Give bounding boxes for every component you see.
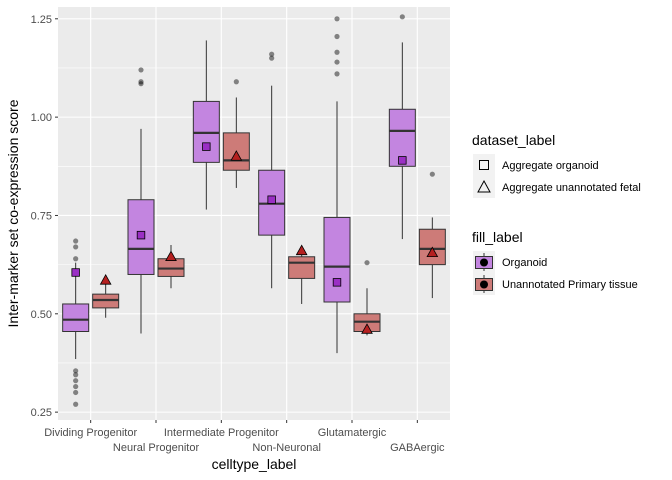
legend-key-point-icon	[480, 280, 488, 289]
legend-label-aggregate-organoid: Aggregate organoid	[502, 160, 599, 172]
legend-key-bg	[473, 176, 495, 198]
x-tick-label: Neural Progenitor	[113, 442, 200, 454]
outlier-point	[399, 14, 405, 20]
y-tick-label: 1.25	[31, 14, 52, 26]
outlier-point	[334, 71, 340, 77]
aggregate-triangle-marker	[230, 150, 243, 161]
outlier-point	[138, 81, 144, 87]
outlier-point	[73, 389, 79, 396]
legend-title-fill-label: fill_label	[472, 229, 523, 245]
aggregate-triangle-marker	[361, 323, 373, 334]
legend-fill-label: fill_label Organoid Unannotated Primary …	[472, 229, 638, 295]
outlier-point	[73, 372, 79, 378]
axes: 0.25 0.50 0.75 1.00 1.25 Dividing Progenitor N…	[31, 14, 445, 454]
x-tick-label: Glutamatergic	[318, 427, 387, 439]
legend-dataset-label: dataset_label Aggregate organoid Aggrega…	[472, 132, 641, 198]
outlier-point	[334, 16, 340, 22]
legend-key-point-icon	[480, 258, 488, 267]
outlier-point	[73, 383, 79, 390]
aggregate-triangle-marker	[99, 274, 112, 285]
box	[288, 256, 316, 279]
box-group	[388, 14, 416, 240]
outlier-point	[73, 256, 79, 262]
box-group	[323, 16, 351, 354]
box	[62, 303, 90, 333]
plot-panel	[58, 7, 450, 420]
aggregate-triangle-marker	[426, 246, 439, 258]
aggregate-square-marker	[136, 230, 146, 240]
aggregate-triangle-marker	[165, 250, 177, 261]
legend-label-aggregate-unannotated-fetal: Aggregate unannotated fetal	[502, 182, 641, 194]
x-tick-label: Non-Neuronal	[252, 442, 320, 454]
outlier-point	[334, 49, 340, 55]
outlier-point	[73, 238, 79, 244]
outlier-point	[364, 260, 370, 266]
outlier-point	[334, 33, 340, 40]
y-tick-label: 0.50	[31, 309, 52, 321]
legend-label-unannotated-primary-tissue: Unannotated Primary tissue	[502, 279, 638, 291]
aggregate-triangle-marker	[295, 244, 308, 256]
legend-key-triangle-icon	[477, 179, 491, 193]
legend-key-bg	[473, 154, 495, 176]
box-group	[222, 79, 250, 188]
x-tick-label: Dividing Progenitor	[44, 427, 137, 439]
aggregate-square-marker	[202, 142, 211, 151]
outlier-point	[233, 79, 239, 85]
outlier-point	[269, 55, 275, 61]
y-tick-label: 0.25	[31, 407, 52, 419]
outlier-point	[73, 244, 79, 250]
aggregate-square-marker	[332, 278, 342, 287]
aggregate-square-marker	[71, 268, 80, 277]
outlier-point	[429, 171, 435, 177]
outlier-point	[73, 401, 79, 407]
y-axis-title: Inter-marker set co-expression score	[5, 99, 21, 327]
box-group	[127, 67, 155, 334]
outlier-point	[73, 368, 79, 374]
box-group	[157, 244, 185, 289]
x-tick-label: Intermediate Progenitor	[164, 427, 279, 439]
outlier-point	[138, 67, 144, 73]
grid-lines	[58, 7, 450, 420]
box-group	[192, 40, 220, 210]
box-group	[418, 171, 446, 299]
x-tick-label: GABAergic	[390, 442, 445, 454]
outlier-point	[73, 378, 79, 384]
box	[127, 199, 155, 275]
outlier-point	[269, 51, 275, 57]
legend-label-organoid: Organoid	[502, 257, 547, 269]
box-group	[353, 260, 381, 336]
y-tick-label: 1.00	[31, 112, 52, 124]
box-group	[258, 51, 286, 289]
aggregate-square-marker	[398, 156, 407, 165]
legend-key-square-icon	[479, 160, 489, 170]
outlier-point	[138, 79, 144, 85]
box-group	[288, 244, 316, 304]
aggregate-square-marker	[267, 195, 276, 204]
outlier-point	[334, 59, 340, 65]
box-group	[92, 274, 120, 318]
x-axis-title: celltype_label	[212, 456, 297, 472]
box-marks	[62, 14, 446, 407]
legend-title-dataset-label: dataset_label	[472, 132, 555, 148]
box-group	[62, 238, 90, 407]
y-tick-label: 0.75	[31, 210, 52, 222]
box	[323, 216, 351, 303]
